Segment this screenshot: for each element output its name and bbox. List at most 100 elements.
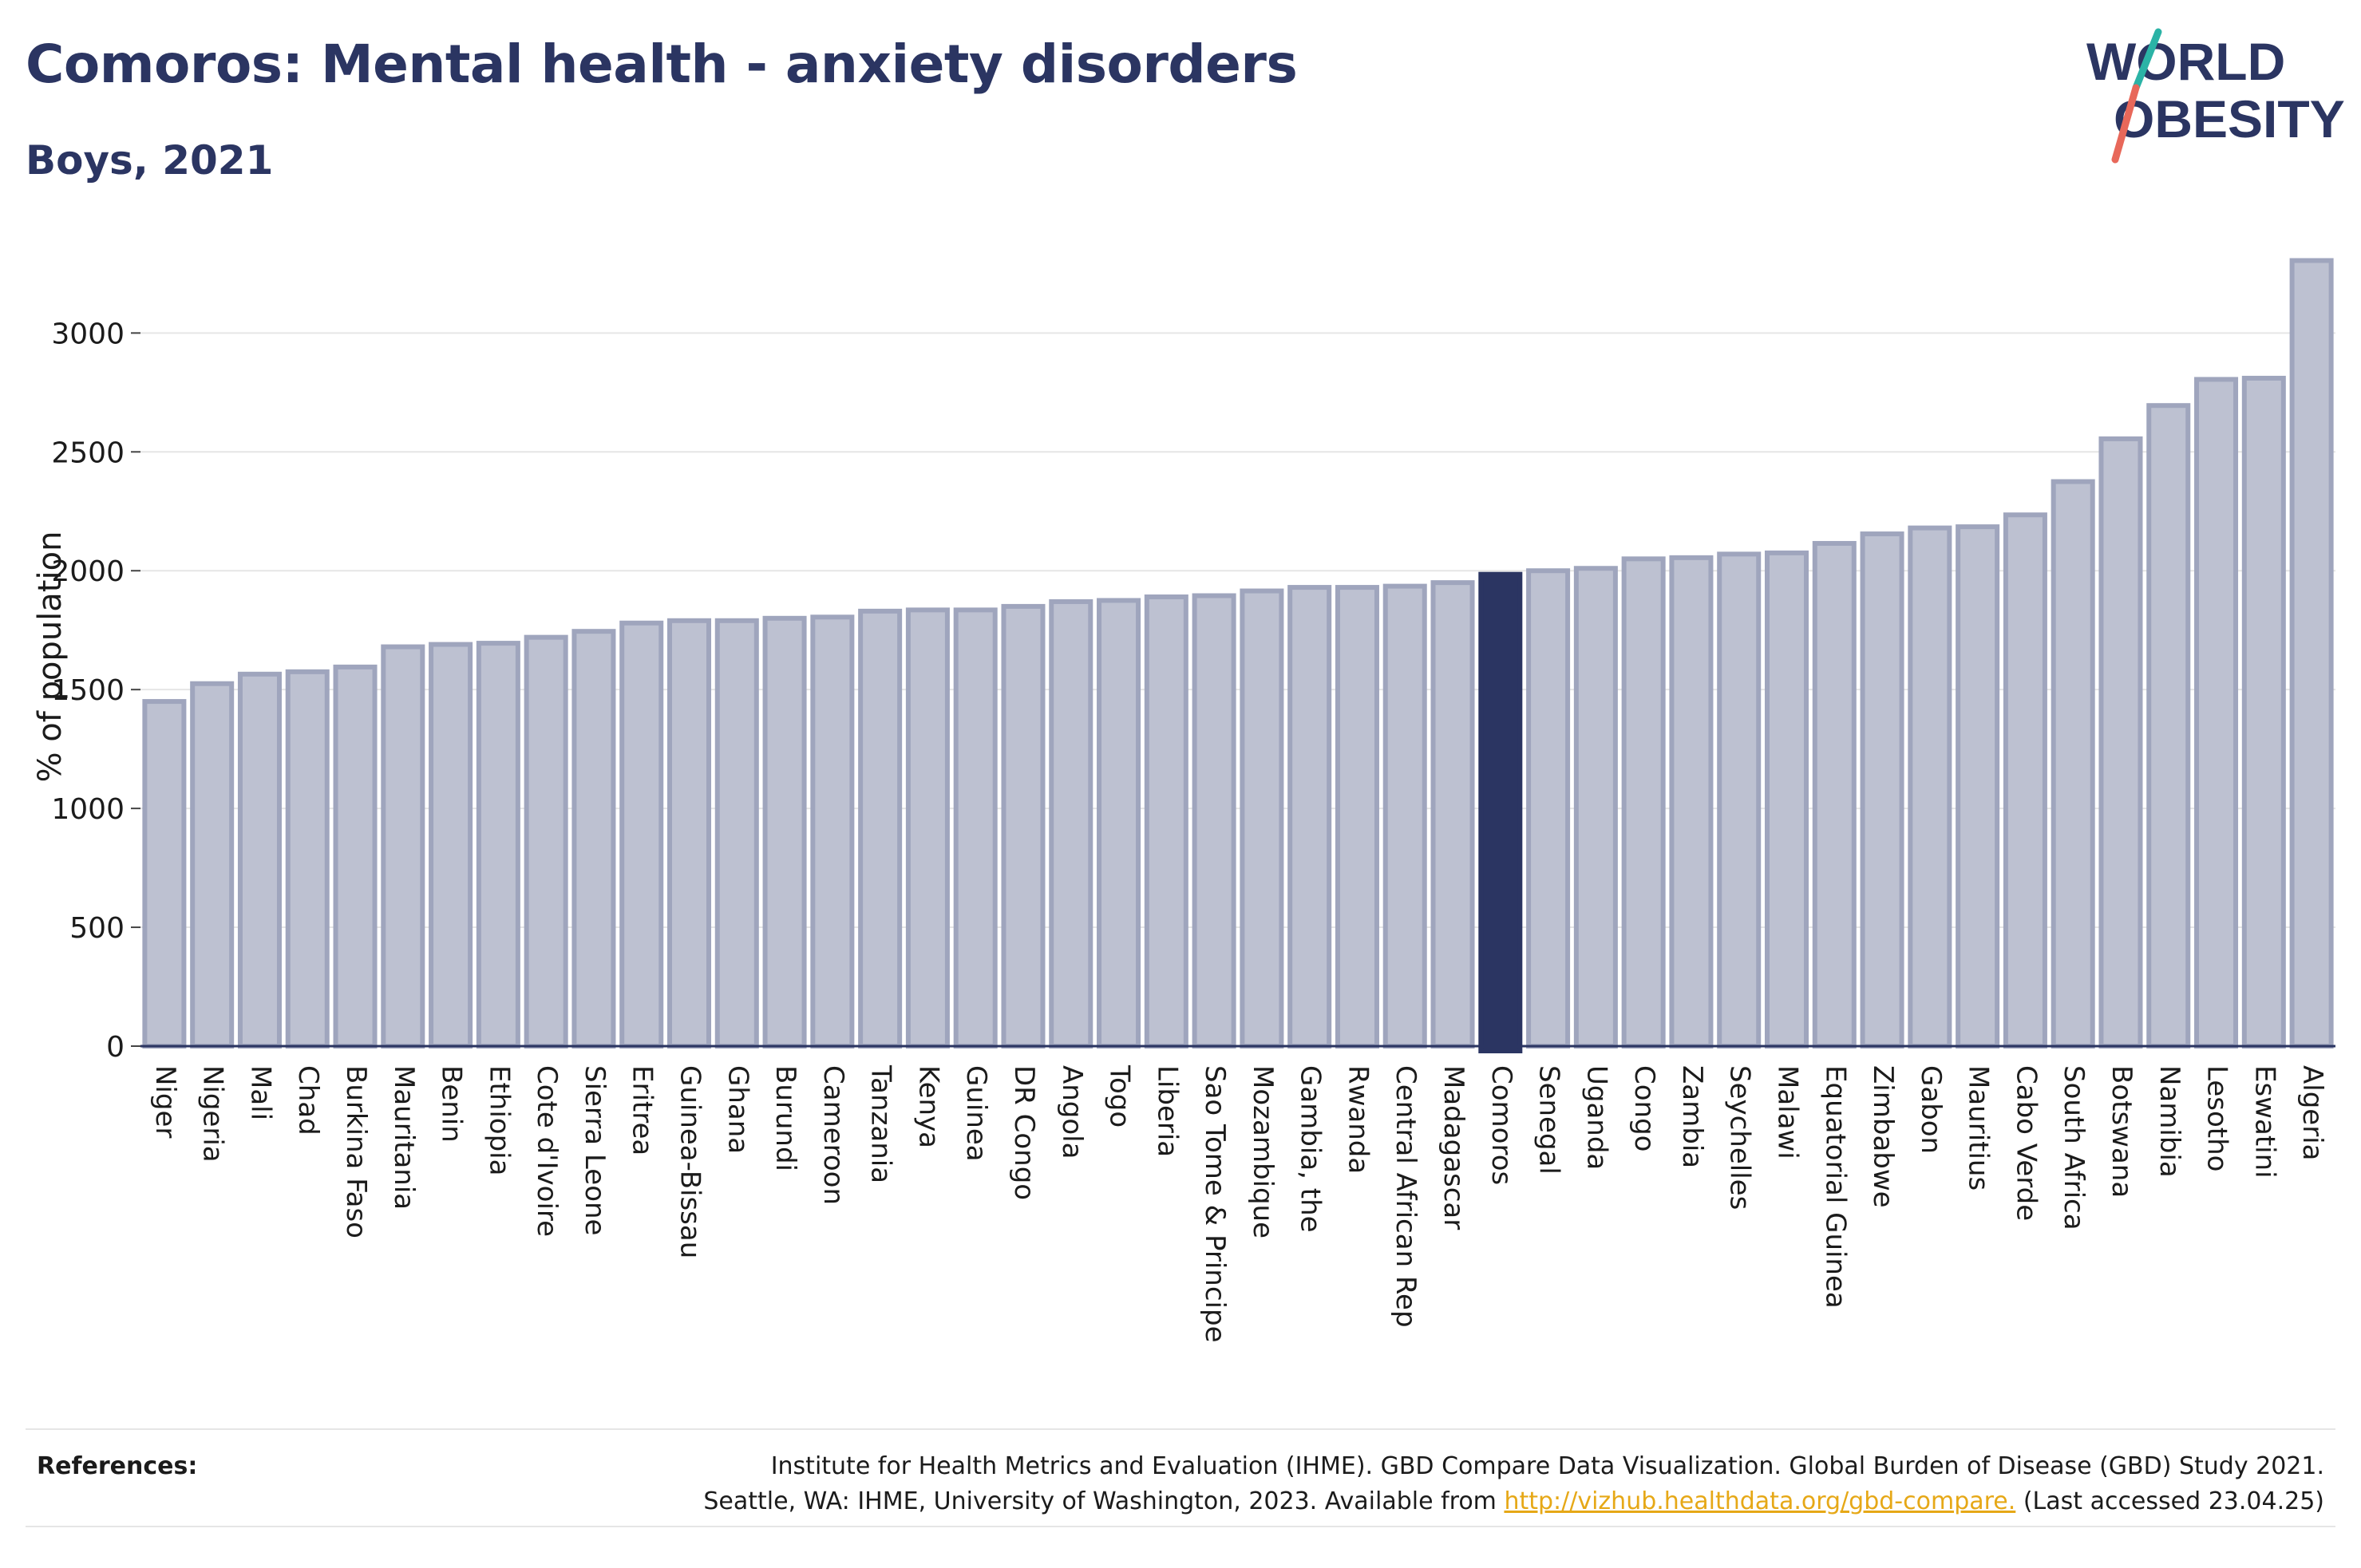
x-tick-label: Angola <box>1056 1065 1088 1159</box>
bar-senegal <box>1526 568 1571 1049</box>
bar-zimbabwe <box>1860 531 1904 1049</box>
bar-malawi <box>1764 550 1809 1049</box>
x-tick-label: Guinea-Bissau <box>674 1065 706 1258</box>
bar-congo <box>1621 556 1666 1049</box>
x-tick-label: Cabo Verde <box>2010 1065 2042 1221</box>
bar-niger <box>142 699 187 1049</box>
y-tick-label: 3000 <box>51 318 125 350</box>
bar-ethiopia <box>476 641 520 1049</box>
bar-mauritius <box>1956 524 2000 1049</box>
bar-mali <box>237 671 282 1049</box>
x-tick-label: Senegal <box>1533 1065 1565 1175</box>
bar-cote-d-ivoire <box>524 634 568 1049</box>
x-tick-label: Burundi <box>769 1065 801 1171</box>
bar-lesotho <box>2194 377 2239 1049</box>
y-axis-label: % of population <box>32 531 69 783</box>
x-tick-label: Equatorial Guinea <box>1819 1065 1851 1309</box>
bar-madagascar <box>1430 580 1475 1049</box>
x-tick-label: Eswatini <box>2248 1065 2280 1179</box>
x-tick-label: Madagascar <box>1438 1065 1469 1230</box>
references-link[interactable]: http://vizhub.healthdata.org/gbd-compare… <box>1504 1487 2016 1515</box>
bars <box>142 258 2334 1053</box>
bar-guinea-bissau <box>666 618 712 1049</box>
x-tick-label: Congo <box>1628 1065 1660 1151</box>
y-tick-label: 1500 <box>51 674 125 707</box>
bar-angola <box>1049 598 1093 1049</box>
logo-slash-top <box>2132 28 2162 92</box>
x-tick-label: Seychelles <box>1724 1065 1756 1210</box>
references-line2: Seattle, WA: IHME, University of Washing… <box>703 1484 2324 1519</box>
x-tick-label: Guinea <box>960 1065 992 1162</box>
x-tick-label: Sao Tome & Principe <box>1199 1065 1231 1343</box>
references-line1: Institute for Health Metrics and Evaluat… <box>770 1452 2324 1480</box>
x-tick-label: Togo <box>1104 1064 1136 1128</box>
bar-central-african-rep <box>1382 583 1427 1049</box>
bar-cameroon <box>810 614 855 1049</box>
logo-line2: OBESITY <box>2114 89 2345 148</box>
bar-kenya <box>905 607 950 1049</box>
references-text: Institute for Health Metrics and Evaluat… <box>703 1449 2324 1519</box>
bar-zambia <box>1669 555 1714 1049</box>
world-obesity-logo: WORLD OBESITY <box>2086 28 2345 164</box>
references-line2-suffix: (Last accessed 23.04.25) <box>2015 1487 2324 1515</box>
x-tick-label: Mauritania <box>388 1065 420 1210</box>
bar-sao-tome-principe <box>1192 593 1236 1049</box>
chart-subtitle: Boys, 2021 <box>26 137 274 184</box>
bar-benin <box>429 642 473 1049</box>
x-tick-label: Burkina Faso <box>340 1065 372 1238</box>
bar-burundi <box>762 615 807 1049</box>
x-tick-labels: Niger Nigeria Mali Chad Burkina Faso Mauritan… <box>149 1064 2328 1343</box>
x-tick-label: Algeria <box>2296 1065 2328 1160</box>
x-tick-label: Rwanda <box>1342 1065 1374 1174</box>
x-tick-label: Gambia, the <box>1295 1065 1327 1233</box>
x-tick-label: Tanzania <box>865 1064 897 1183</box>
bar-dr-congo <box>1001 603 1046 1049</box>
bar-uganda <box>1573 566 1618 1049</box>
bar-cabo-verde <box>2003 512 2047 1049</box>
x-tick-label: Ethiopia <box>483 1065 515 1175</box>
bar-eswatini <box>2241 375 2286 1049</box>
bar-mauritania <box>381 644 425 1049</box>
bar-liberia <box>1144 594 1188 1049</box>
bar-mozambique <box>1240 588 1284 1049</box>
bar-botswana <box>2098 436 2143 1049</box>
logo-slash-bottom <box>2111 84 2140 164</box>
x-tick-label: Zimbabwe <box>1867 1065 1899 1208</box>
x-tick-label: Gabon <box>1915 1065 1947 1154</box>
bar-burkina-faso <box>333 664 378 1049</box>
x-tick-label: Eritrea <box>627 1065 658 1155</box>
x-tick-label: Botswana <box>2106 1065 2138 1198</box>
x-tick-label: DR Congo <box>1008 1065 1040 1200</box>
logo-line1: WORLD <box>2086 32 2285 91</box>
x-tick-label: Mauritius <box>1963 1065 1995 1191</box>
x-tick-label: Cameroon <box>817 1065 849 1205</box>
y-tick-label: 0 <box>106 1031 125 1064</box>
x-tick-label: Ghana <box>722 1065 753 1154</box>
y-tick-label: 500 <box>69 912 125 945</box>
x-tick-label: Nigeria <box>197 1065 229 1163</box>
y-tick-label: 2500 <box>51 436 125 469</box>
x-tick-label: Uganda <box>1580 1065 1612 1170</box>
bar-rwanda <box>1335 585 1379 1049</box>
bar-chad <box>285 669 330 1049</box>
bar-sierra-leone <box>571 629 616 1049</box>
bar-gabon <box>1908 525 1952 1049</box>
x-tick-label: Liberia <box>1151 1065 1183 1157</box>
x-tick-label: Cote d'Ivoire <box>531 1065 563 1237</box>
bar-south-africa <box>2051 479 2095 1049</box>
x-tick-label: Comoros <box>1485 1065 1517 1185</box>
y-tick-labels: 0 500 1000 1500 2000 2500 3000 <box>51 318 140 1064</box>
x-tick-label: South Africa <box>2058 1065 2090 1230</box>
x-tick-label: Malawi <box>1772 1065 1804 1159</box>
bar-chart: 0 500 1000 1500 2000 2500 3000 Niger Nigeria Mal… <box>32 258 2335 1343</box>
x-tick-label: Benin <box>436 1065 468 1143</box>
bar-togo <box>1097 598 1141 1049</box>
bar-tanzania <box>858 608 903 1049</box>
bar-comoros <box>1478 571 1523 1053</box>
x-tick-label: Niger <box>149 1065 181 1138</box>
bar-equatorial-guinea <box>1812 540 1857 1049</box>
y-tick-label: 2000 <box>51 555 125 588</box>
bar-eritrea <box>619 620 664 1049</box>
bar-gambia-the <box>1287 585 1332 1049</box>
bar-guinea <box>953 607 998 1049</box>
